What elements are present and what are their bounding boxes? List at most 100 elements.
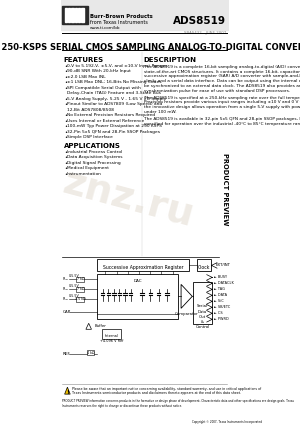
Text: DAC: DAC [134,279,142,283]
Text: •: • [64,172,68,177]
Text: Texas Instruments semiconductor products and disclaimers thereto appears at the : Texas Instruments semiconductor products… [72,391,241,395]
Text: from Texas Instruments: from Texas Instruments [90,20,148,25]
Text: •: • [64,161,68,166]
Text: FEATURES: FEATURES [64,57,104,63]
Text: •: • [64,97,68,102]
Text: The ADS8519 is specified at a 250-kHz sampling rate over the full temperature ra: The ADS8519 is specified at a 250-kHz sa… [144,96,300,99]
Text: APPLICATIONS: APPLICATIONS [64,143,120,149]
Text: 7 kΩ: 7 kΩ [76,278,84,281]
Text: 32-Pin 5x5 QFN and 28-Pin SSOP Packages: 32-Pin 5x5 QFN and 28-Pin SSOP Packages [67,130,160,134]
Text: PRODUCT PREVIEW information concerns products in the formative or design phase o: PRODUCT PREVIEW information concerns pro… [62,399,294,408]
Text: Precision resistors provide various input ranges including ±10 V and 0 V to 5 V,: Precision resistors provide various inpu… [144,100,300,105]
Text: Comparator: Comparator [175,312,199,316]
Text: EXT/INT: EXT/INT [215,264,230,267]
Text: Digital Signal Processing: Digital Signal Processing [67,161,121,164]
Text: ► PWRD: ► PWRD [214,317,228,321]
Text: 90-dB SNR With 20-kHz Input: 90-dB SNR With 20-kHz Input [67,69,131,74]
Text: the innovative design allows operation from a single 5-V supply with power dissi: the innovative design allows operation f… [144,105,300,109]
Text: DESCRIPTION: DESCRIPTION [144,57,196,63]
Text: SPI Compatible Serial Output with: SPI Compatible Serial Output with [67,86,141,90]
Text: PRODUCT PREVIEW: PRODUCT PREVIEW [222,153,228,226]
Text: Uses Internal or External Reference: Uses Internal or External Reference [67,119,144,123]
Text: SBAS432 - JUNE 2007: SBAS432 - JUNE 2007 [184,31,226,35]
Bar [64,8,67,22]
Bar [102,329,121,339]
Text: www.ti.com/bb: www.ti.com/bb [90,26,120,30]
Text: •: • [64,166,68,171]
Text: •: • [64,124,68,129]
Text: ADS8519: ADS8519 [173,16,226,26]
Text: ► SB/ETC: ► SB/ETC [214,305,230,309]
Bar [61,0,229,30]
Text: Internal
+4.096 V Ref: Internal +4.096 V Ref [100,334,123,343]
Text: No External Precision Resistors Required: No External Precision Resistors Required [67,113,155,117]
Text: 4 kΩ: 4 kΩ [87,351,94,355]
Bar [81,8,84,22]
Text: REF: REF [62,352,70,356]
Text: ► TAG: ► TAG [214,287,224,292]
Text: znz.ru: znz.ru [58,164,198,235]
Text: ► DATA: ► DATA [214,293,226,298]
Text: •: • [64,135,68,140]
Text: Pinout Similar to ADS7809 (Low Speed) and: Pinout Similar to ADS7809 (Low Speed) an… [67,102,162,106]
Bar [76,287,84,292]
Text: be synchronized to an external data clock. The ADS8519 also provides an output: be synchronized to an external data cloc… [144,84,300,88]
Bar [71,8,74,22]
Text: Data Acquisition Systems: Data Acquisition Systems [67,155,122,159]
Bar [78,8,80,22]
Bar [75,8,77,22]
Text: •: • [64,150,68,155]
Text: synchronization pulse for ease of use with standard DSP processors.: synchronization pulse for ease of use wi… [144,89,290,93]
Bar [87,350,94,355]
Text: Delay-Chain (TAG) Feature and 3-State Bus: Delay-Chain (TAG) Feature and 3-State Bu… [67,91,161,95]
Text: •: • [64,80,68,85]
Text: Serial
Data
Out
&
Control: Serial Data Out & Control [195,304,210,329]
Text: 0-5.5V: 0-5.5V [69,295,80,298]
Text: ► BUSY: ► BUSY [214,275,227,279]
Bar [76,298,84,302]
Text: •: • [64,113,68,118]
Text: 100-mW Typ Power Dissipation at 250 KSPS: 100-mW Typ Power Dissipation at 250 KSPS [67,124,162,128]
Text: 5-V Analog Supply, 5.25 V - 1.65 V I/O Supply: 5-V Analog Supply, 5.25 V - 1.65 V I/O S… [67,97,166,101]
Text: 0-5.5V: 0-5.5V [69,275,80,278]
Text: 3.5 kΩ: 3.5 kΩ [75,298,86,301]
Text: The ADS8519 is available in 32-pin 5x5 QFN and 28-pin SSOP packages, both fully: The ADS8519 is available in 32-pin 5x5 Q… [144,117,300,121]
Text: ±1 LSB Max DNL; 16-Bits No Missing Codes: ±1 LSB Max DNL; 16-Bits No Missing Codes [67,80,161,84]
Text: Please be aware that an important notice concerning availability, standard warra: Please be aware that an important notice… [72,387,261,391]
Text: •: • [64,130,68,135]
Text: •: • [64,69,68,74]
Text: •: • [64,155,68,160]
Text: 16-BIT 250-KSPS SERIAL CMOS SAMPLING ANALOG-TO-DIGITAL CONVERTER: 16-BIT 250-KSPS SERIAL CMOS SAMPLING ANA… [0,43,300,52]
Text: Rₙₘ: Rₙₘ [62,287,68,292]
Polygon shape [64,387,70,394]
Text: Rₙₘ: Rₙₘ [62,298,68,301]
Text: Successive Approximation Register: Successive Approximation Register [103,266,183,270]
Text: 0-V to 5.192-V, ±5-V, and ±10-V Input Ranges: 0-V to 5.192-V, ±5-V, and ±10-V Input Ra… [67,64,168,68]
Text: Clock: Clock [198,266,210,270]
Text: Instrumentation: Instrumentation [67,172,102,176]
Text: ► DATACLK: ► DATACLK [214,281,233,285]
Text: Medical Equipment: Medical Equipment [67,166,109,170]
Bar [197,259,211,272]
Text: clock, and a serial data interface. Data can be output using the internal clock : clock, and a serial data interface. Data… [144,79,300,83]
Text: CAP: CAP [62,310,70,314]
Text: •: • [64,102,68,107]
Text: Burr-Brown Products: Burr-Brown Products [90,14,153,19]
Text: •: • [64,64,68,69]
Text: •: • [64,86,68,91]
Text: under 100 mW.: under 100 mW. [144,110,176,114]
Polygon shape [181,284,192,308]
Bar [76,278,84,282]
Text: The ADS8519 is a complete 16-bit sampling analog-to-digital (A/D) converter usin: The ADS8519 is a complete 16-bit samplin… [144,65,300,69]
Text: ► S/C: ► S/C [214,299,223,303]
Text: specified for operation over the industrial -40°C to 85°C temperature range.: specified for operation over the industr… [144,122,300,125]
Text: •: • [64,75,68,80]
Bar [62,6,88,24]
Text: Copyright © 2007, Texas Instruments Incorporated: Copyright © 2007, Texas Instruments Inco… [192,420,262,424]
Text: Buffer: Buffer [94,324,106,328]
Text: ±2.0 LSB Max INL: ±2.0 LSB Max INL [67,75,106,79]
Bar [97,275,178,319]
Text: Industrial Process Control: Industrial Process Control [67,150,122,154]
Text: successive approximation register (SAR) A/D converter with sample-and-hold, refe: successive approximation register (SAR) … [144,74,300,79]
Polygon shape [86,323,92,329]
